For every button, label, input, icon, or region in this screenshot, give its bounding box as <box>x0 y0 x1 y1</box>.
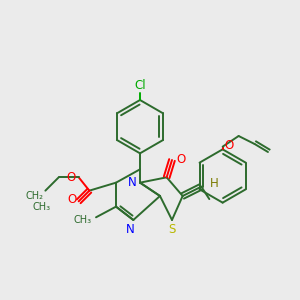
Text: S: S <box>168 223 176 236</box>
Text: O: O <box>68 194 77 206</box>
Text: CH₂: CH₂ <box>26 191 44 201</box>
Text: N: N <box>126 223 135 236</box>
Text: CH₃: CH₃ <box>74 215 92 225</box>
Text: O: O <box>177 154 186 166</box>
Text: Cl: Cl <box>134 79 146 92</box>
Text: H: H <box>210 178 219 190</box>
Text: CH₃: CH₃ <box>32 202 50 212</box>
Text: O: O <box>66 171 75 184</box>
Text: O: O <box>225 139 234 152</box>
Text: N: N <box>128 176 136 189</box>
